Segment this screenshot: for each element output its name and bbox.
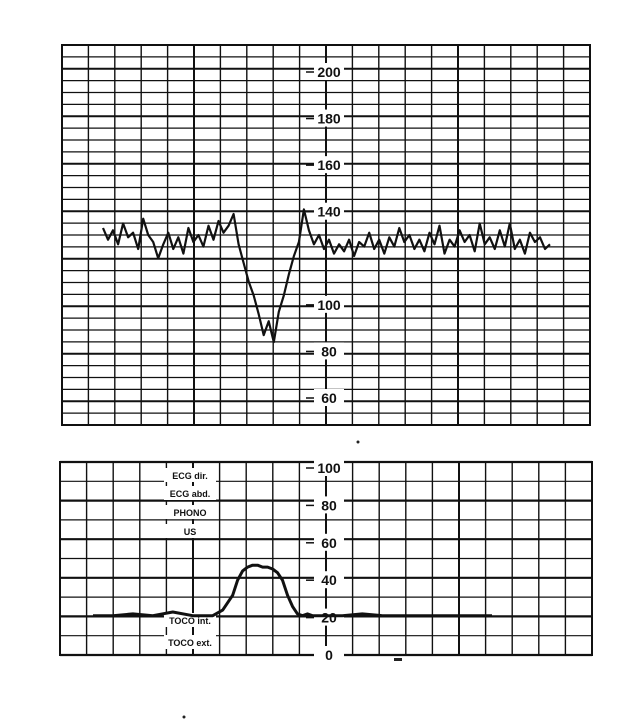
tick-label-bg [314, 295, 344, 313]
tick-label-bg [314, 342, 344, 360]
channel-label: TOCO ext. [168, 638, 212, 648]
tick-label: 20 [321, 610, 337, 626]
channel-label-bg [164, 468, 216, 482]
fhr-tick-labels: 200 180 160 140 100 80 60 [306, 63, 344, 406]
tick-label: 60 [321, 390, 337, 406]
tick-label-bg [314, 533, 344, 551]
tick-label-bg [314, 389, 344, 406]
tick-label: 80 [321, 343, 337, 359]
tick-label: 0 [325, 647, 333, 663]
channel-label: TOCO int. [169, 616, 211, 626]
tick-label-bg [314, 646, 344, 663]
speck [182, 715, 186, 719]
tick-label: 100 [317, 297, 341, 313]
channel-label: PHONO [173, 508, 206, 518]
tick-label-bg [314, 202, 344, 220]
uc-trace [93, 563, 492, 618]
speck [356, 440, 360, 444]
uc-grid [59, 460, 593, 657]
tick-label: 180 [317, 111, 341, 127]
uc-tick-labels: 100 80 60 40 20 0 [306, 459, 344, 663]
channel-label-bg [164, 524, 216, 538]
tick-label-bg [314, 63, 344, 80]
channel-label-bg [164, 635, 216, 649]
tick-label: 80 [321, 497, 337, 513]
tick-label: 60 [321, 535, 337, 551]
tick-label-bg [314, 571, 344, 589]
speck [394, 658, 402, 661]
tick-label: 140 [317, 204, 341, 220]
fhr-trace [101, 208, 551, 344]
fhr-panel: 200 180 160 140 100 80 60 [61, 44, 591, 426]
tick-label: 100 [317, 460, 341, 476]
channel-label: ECG dir. [172, 471, 208, 481]
tick-label-bg [314, 109, 344, 127]
channel-label: ECG abd. [170, 489, 211, 499]
scan-specks [182, 440, 402, 719]
tick-label-bg [314, 156, 344, 174]
tick-label-bg [314, 496, 344, 514]
tick-label: 200 [317, 64, 341, 80]
uc-panel: 100 80 60 40 20 0 ECG dir. ECG abd. PHONO US TOCO… [59, 459, 593, 663]
channel-label-bg [164, 486, 216, 500]
uc-channel-labels: ECG dir. ECG abd. PHONO US TOCO int. TOCO ext… [164, 468, 216, 649]
tick-label-bg [314, 459, 344, 476]
channel-label: US [184, 527, 197, 537]
channel-label-bg [164, 505, 216, 519]
tick-label: 40 [321, 572, 337, 588]
tick-label: 160 [317, 157, 341, 173]
